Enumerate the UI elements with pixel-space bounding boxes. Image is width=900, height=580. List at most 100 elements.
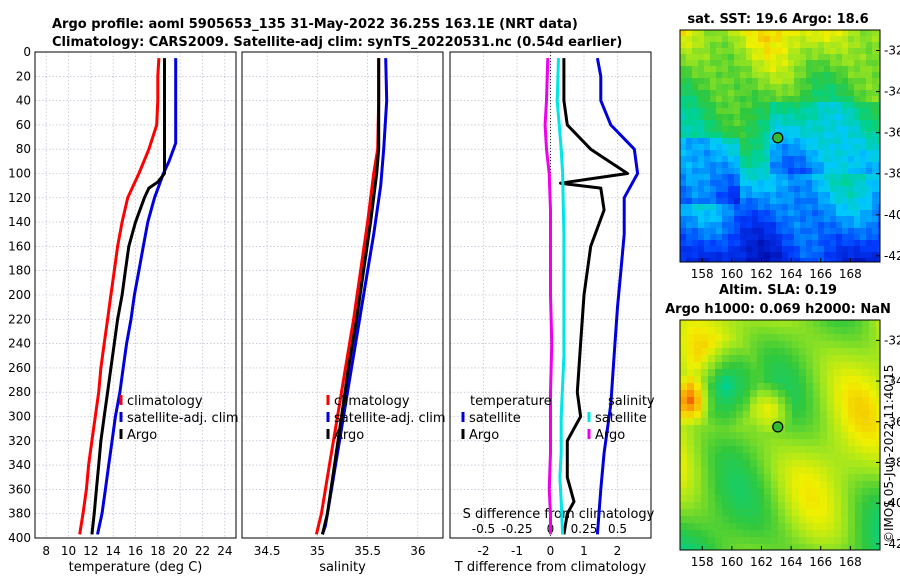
heatmap-cell [841,467,849,475]
heatmap-cell [770,30,777,37]
heatmap-cell [736,523,744,531]
heatmap-cell [788,180,795,187]
heatmap-cell [827,523,835,531]
heatmap-cell [806,418,814,426]
heatmap-cell [686,216,693,223]
heatmap-cell [722,246,729,253]
heatmap-cell [854,180,861,187]
heatmap-cell [818,60,825,67]
heatmap-cell [758,240,765,247]
heatmap-cell [872,240,879,247]
heatmap-cell [750,474,758,482]
heatmap-cell [785,502,793,510]
heatmap-cell [680,397,688,405]
heatmap-cell [813,544,821,551]
heatmap-cell [708,425,716,433]
heatmap-cell [729,341,737,349]
heatmap-cell [799,418,807,426]
heatmap-cell [698,174,705,181]
heatmap-cell [740,246,747,253]
heatmap-cell [680,102,687,109]
heatmap-cell [686,108,693,115]
heatmap-cell [872,222,879,229]
heatmap-cell [869,362,877,370]
heatmap-cell [729,523,737,531]
heatmap-cell [746,258,753,263]
heatmap-cell [704,114,711,121]
heatmap-cell [824,246,831,253]
heatmap-cell [728,78,735,85]
heatmap-cell [820,446,828,454]
heatmap-cell [736,320,744,328]
heatmap-cell [734,222,741,229]
x-tick-label: 18 [150,544,165,558]
x-tick-label: 14 [106,544,121,558]
heatmap-cell [824,252,831,259]
heatmap-cell [687,397,695,405]
series-line-salinity-satellite [555,58,566,535]
heatmap-cell [788,228,795,235]
heatmap-cell [785,530,793,538]
heatmap-cell [862,453,870,461]
heatmap-cell [866,144,873,151]
heatmap-cell [746,48,753,55]
heatmap-cell [818,36,825,43]
heatmap-cell [800,216,807,223]
heatmap-cell [794,84,801,91]
heatmap-cell [785,397,793,405]
heatmap-cell [728,72,735,79]
heatmap-cell [776,240,783,247]
depth-tick-label: 260 [8,361,31,375]
heatmap-cell [862,355,870,363]
heatmap-cell [734,84,741,91]
heatmap-cell [841,495,849,503]
heatmap-cell [740,174,747,181]
depth-tick-label: 120 [8,191,31,205]
heatmap-cell [757,530,765,538]
heatmap-cell [876,369,881,377]
heatmap-cell [827,397,835,405]
heatmap-cell [876,523,881,531]
heatmap-cell [778,474,786,482]
heatmap-cell [788,66,795,73]
heatmap-cell [794,120,801,127]
heatmap-cell [872,228,879,235]
heatmap-cell [782,210,789,217]
heatmap-cell [722,460,730,468]
heatmap-cell [680,78,687,85]
heatmap-cell [855,537,863,545]
heatmap-cell [818,204,825,211]
heatmap-cell [694,460,702,468]
heatmap-cell [842,240,849,247]
heatmap-cell [860,162,867,169]
heatmap-cell [680,246,687,253]
heatmap-cell [806,96,813,103]
heatmap-cell [872,138,879,145]
heatmap-cell [848,42,855,49]
heatmap-cell [710,138,717,145]
heatmap-cell [694,432,702,440]
heatmap-cell [872,54,879,61]
heatmap-cell [743,425,751,433]
heatmap-cell [715,488,723,496]
heatmap-cell [740,132,747,139]
heatmap-cell [687,383,695,391]
heatmap-cell [686,258,693,263]
heatmap-cell [785,453,793,461]
heatmap-cell [878,156,881,163]
heatmap-cell [848,341,856,349]
heatmap-cell [750,320,758,328]
heatmap-cell [860,90,867,97]
heatmap-cell [792,460,800,468]
heatmap-cell [701,481,709,489]
heatmap-cell [740,84,747,91]
heatmap-cell [820,425,828,433]
heatmap-cell [836,192,843,199]
heatmap-cell [764,90,771,97]
heatmap-cell [794,156,801,163]
heatmap-cell [862,488,870,496]
heatmap-cell [752,228,759,235]
depth-tick-label: 320 [8,434,31,448]
heatmap-cell [876,397,881,405]
heatmap-cell [800,36,807,43]
